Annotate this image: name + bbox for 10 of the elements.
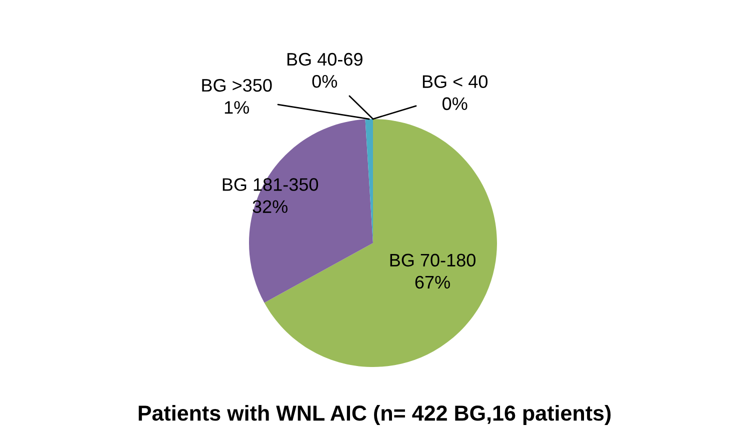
text: 0% <box>312 74 338 88</box>
slice-label: BG 70-180 <box>390 254 476 267</box>
category-label: BG < 40 <box>422 75 488 88</box>
text: Patients with WNL AIC (n= 422 BG,16 patients) <box>138 404 611 426</box>
pie-slice <box>249 119 373 303</box>
slice-label: BG >350 <box>202 78 272 92</box>
data-label: 1% <box>224 101 250 114</box>
data-label: 67% <box>415 276 450 289</box>
text: 0% <box>442 97 468 110</box>
category-label: BG 40-69 <box>287 52 362 66</box>
